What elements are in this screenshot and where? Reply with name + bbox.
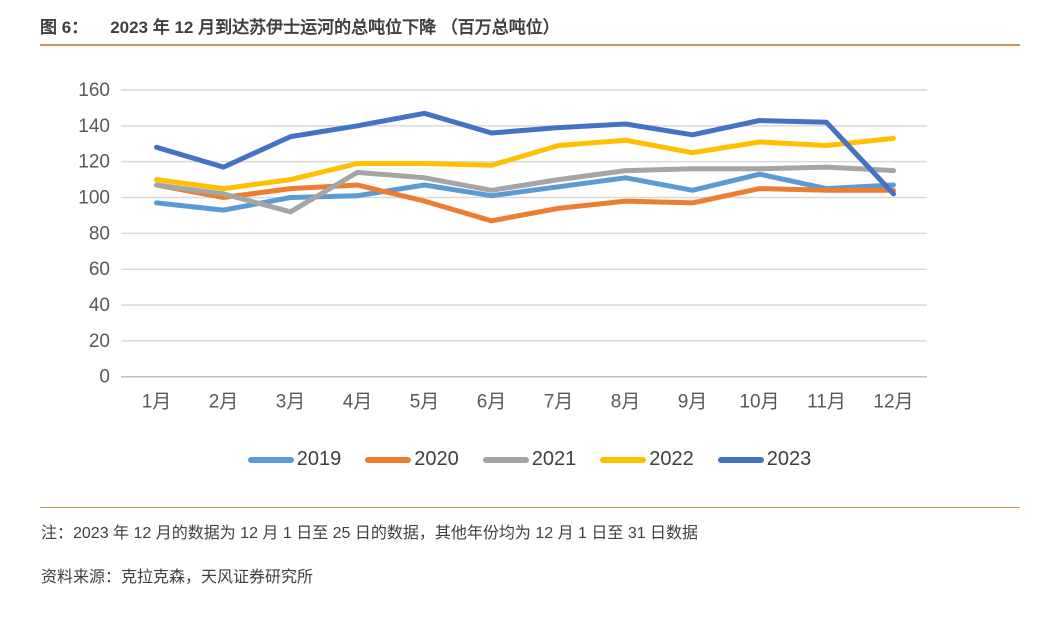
y-tick-label: 40 (89, 295, 110, 316)
y-tick-label: 160 (78, 80, 110, 101)
line-chart: 0 20 40 60 80 100 120 140 160 1月 2月 3月 4月 5月 6月 7月 8月 9月 1… (78, 80, 927, 413)
legend-item-2023: 2023 (717, 448, 812, 471)
series-line-2021 (154, 164, 896, 215)
series-line-2023 (154, 110, 896, 197)
y-tick-label: 100 (78, 188, 110, 209)
legend-swatch-2020 (365, 456, 412, 463)
legend-swatch-2023 (717, 456, 764, 463)
legend-item-2019: 2019 (247, 448, 342, 471)
page-title: 2023 年 12 月到达苏伊士运河的总吨位下降 （百万总吨位） (110, 18, 560, 37)
legend-item-2022: 2022 (600, 448, 694, 471)
legend-swatch-2019 (247, 456, 294, 463)
x-tick-label: 3月 (276, 392, 306, 413)
x-tick-label: 10月 (739, 392, 779, 413)
x-tick-label: 12月 (873, 392, 913, 413)
title-divider (40, 44, 1020, 46)
x-tick-label: 4月 (343, 392, 373, 413)
series-line-2020 (154, 182, 896, 224)
legend-item-2020: 2020 (365, 448, 459, 471)
chart-title-row: 图 6： 2023 年 12 月到达苏伊士运河的总吨位下降 （百万总吨位） (40, 13, 1019, 38)
x-tick-label: 5月 (410, 392, 440, 413)
y-tick-label: 0 (99, 367, 110, 388)
legend-swatch-2022 (600, 456, 647, 463)
data-source: 资料来源：克拉克森，天风证券研究所 (41, 569, 314, 586)
legend-label-2022: 2022 (649, 448, 694, 470)
legend-label-2023: 2023 (766, 448, 812, 470)
y-tick-label: 140 (78, 116, 110, 137)
x-tick-label: 9月 (678, 392, 708, 413)
x-tick-label: 6月 (477, 392, 507, 413)
y-tick-label: 120 (78, 152, 110, 173)
y-tick-label: 60 (89, 259, 110, 280)
figure-label: 图 6： (40, 18, 89, 37)
x-tick-label: 7月 (544, 392, 574, 413)
x-tick-label: 11月 (807, 392, 846, 413)
chart-note: 注：2023 年 12 月的数据为 12 月 1 日至 25 日的数据，其他年份… (41, 525, 699, 542)
series-line-2019 (154, 171, 896, 213)
y-tick-label: 20 (89, 331, 110, 352)
x-tick-label: 2月 (209, 392, 239, 413)
footer-divider (40, 507, 1020, 508)
legend-label-2019: 2019 (296, 448, 342, 470)
series-line-2022 (154, 135, 896, 192)
legend-label-2021: 2021 (531, 448, 577, 470)
chart-legend: 2019 2020 2021 2022 2023 (0, 448, 1059, 471)
legend-label-2020: 2020 (414, 448, 459, 470)
legend-swatch-2021 (482, 456, 529, 463)
y-tick-label: 80 (89, 223, 110, 244)
legend-item-2021: 2021 (482, 448, 577, 471)
x-tick-label: 1月 (142, 392, 172, 413)
x-tick-label: 8月 (611, 392, 641, 413)
